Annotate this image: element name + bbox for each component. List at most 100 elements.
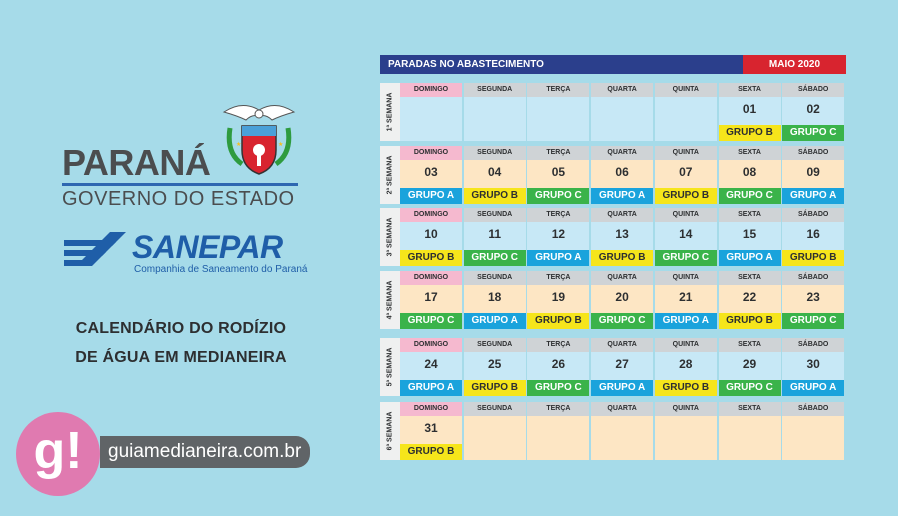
- day-name: SEXTA: [718, 338, 781, 352]
- calendar-day: QUARTA 06 GRUPO A: [591, 146, 654, 204]
- week-label-text: 6ª SEMANA: [386, 411, 394, 451]
- parana-coat-of-arms-icon: ★ ★: [222, 105, 296, 175]
- group-badge: GRUPO B: [654, 380, 717, 396]
- group-badge: GRUPO B: [527, 313, 590, 329]
- week-label-text: 1ª SEMANA: [386, 92, 394, 132]
- day-cell: 16 GRUPO B: [782, 222, 845, 266]
- week-label: 4ª SEMANA: [380, 271, 400, 329]
- group-badge: GRUPO B: [718, 313, 781, 329]
- day-name: SEGUNDA: [463, 146, 526, 160]
- page-title-line-1: CALENDÁRIO DO RODÍZIO: [75, 320, 287, 337]
- calendar-month: MAIO 2020: [743, 55, 846, 74]
- day-name: QUARTA: [591, 338, 654, 352]
- week-label: 2ª SEMANA: [380, 146, 400, 204]
- calendar-day: TERÇA: [527, 402, 590, 460]
- day-name: QUINTA: [654, 402, 717, 416]
- calendar-day: QUINTA: [654, 402, 717, 460]
- day-cell: 13 GRUPO B: [591, 222, 654, 266]
- day-number: 08: [742, 165, 757, 179]
- day-number: 07: [679, 165, 693, 179]
- group-badge: GRUPO C: [591, 313, 654, 329]
- day-number: 14: [679, 227, 693, 241]
- day-number: 26: [551, 357, 566, 371]
- day-name: QUARTA: [591, 146, 654, 160]
- calendar-day: SÁBADO 16 GRUPO B: [782, 208, 845, 266]
- day-cell: 30 GRUPO A: [782, 352, 845, 396]
- day-number: 03: [424, 165, 438, 179]
- page-title: CALENDÁRIO DO RODÍZIO DE ÁGUA EM MEDIANE…: [52, 314, 310, 372]
- day-name: DOMINGO: [400, 338, 462, 352]
- calendar-day: SEGUNDA 11 GRUPO C: [463, 208, 526, 266]
- day-number: 29: [742, 357, 757, 371]
- page-title-line-2: DE ÁGUA EM MEDIANEIRA: [75, 349, 287, 366]
- day-name: QUARTA: [591, 83, 654, 97]
- day-number: 30: [806, 357, 820, 371]
- day-number: 27: [615, 357, 629, 371]
- group-badge: GRUPO B: [782, 250, 845, 266]
- calendar-day: DOMINGO: [400, 83, 462, 141]
- day-cell: [527, 416, 590, 460]
- day-name: SÁBADO: [782, 83, 845, 97]
- day-cell: 05 GRUPO C: [527, 160, 590, 204]
- calendar-week: 4ª SEMANA DOMINGO 17 GRUPO C SEGUNDA 18 GRUPO …: [380, 271, 846, 329]
- day-cell: 12 GRUPO A: [527, 222, 590, 266]
- state-subtitle: GOVERNO DO ESTADO: [62, 188, 295, 210]
- calendar-day: SEGUNDA 04 GRUPO B: [463, 146, 526, 204]
- day-cell: [654, 97, 717, 141]
- group-badge: GRUPO B: [463, 380, 526, 396]
- calendar-day: DOMINGO 31 GRUPO B: [400, 402, 462, 460]
- svg-text:★: ★: [236, 141, 241, 148]
- day-number: 22: [742, 290, 757, 304]
- state-divider: [62, 183, 298, 186]
- company-name: SANEPAR: [132, 229, 283, 265]
- group-badge: GRUPO C: [527, 188, 590, 204]
- day-cell: [782, 416, 845, 460]
- day-name: SEXTA: [718, 146, 781, 160]
- day-cell: [654, 416, 717, 460]
- day-cell: 25 GRUPO B: [463, 352, 526, 396]
- calendar-day: QUINTA 14 GRUPO C: [654, 208, 717, 266]
- calendar-day: TERÇA: [527, 83, 590, 141]
- day-cell: 26 GRUPO C: [527, 352, 590, 396]
- day-cell: 08 GRUPO C: [718, 160, 781, 204]
- day-number: 31: [424, 421, 438, 435]
- day-name: QUINTA: [654, 271, 717, 285]
- day-number: 01: [742, 102, 757, 116]
- day-cell: [463, 416, 526, 460]
- day-cell: 31 GRUPO B: [400, 416, 462, 460]
- day-cell: [718, 416, 781, 460]
- day-cell: 11 GRUPO C: [463, 222, 526, 266]
- calendar-day: QUARTA 20 GRUPO C: [591, 271, 654, 329]
- group-badge: GRUPO C: [654, 250, 717, 266]
- day-number: 02: [806, 102, 820, 116]
- group-badge: GRUPO B: [400, 444, 462, 460]
- group-badge: GRUPO A: [591, 380, 654, 396]
- calendar-day: SEXTA: [718, 402, 781, 460]
- day-name: SEXTA: [718, 402, 781, 416]
- calendar-day: SEGUNDA 18 GRUPO A: [463, 271, 526, 329]
- week-label: 6ª SEMANA: [380, 402, 400, 460]
- day-cell: 14 GRUPO C: [654, 222, 717, 266]
- group-badge: GRUPO B: [591, 250, 654, 266]
- group-badge: GRUPO C: [782, 313, 845, 329]
- day-cell: [527, 97, 590, 141]
- day-number: 09: [806, 165, 820, 179]
- day-name: SEGUNDA: [463, 402, 526, 416]
- day-cell: [463, 97, 526, 141]
- day-name: SEGUNDA: [463, 271, 526, 285]
- day-cell: 15 GRUPO A: [718, 222, 781, 266]
- day-cell: 20 GRUPO C: [591, 285, 654, 329]
- group-badge: GRUPO B: [463, 188, 526, 204]
- calendar-week: 5ª SEMANA DOMINGO 24 GRUPO A SEGUNDA 25 GRUPO …: [380, 338, 846, 396]
- calendar-day: SÁBADO 30 GRUPO A: [782, 338, 845, 396]
- site-logo-icon: g!: [16, 412, 100, 496]
- day-name: SEGUNDA: [463, 208, 526, 222]
- calendar-week: 2ª SEMANA DOMINGO 03 GRUPO A SEGUNDA 04 GRUPO …: [380, 146, 846, 204]
- state-name: PARANÁ: [62, 142, 211, 183]
- week-label: 3ª SEMANA: [380, 208, 400, 266]
- calendar-day: TERÇA 12 GRUPO A: [527, 208, 590, 266]
- calendar-day: SEGUNDA: [463, 402, 526, 460]
- calendar-day: SÁBADO 09 GRUPO A: [782, 146, 845, 204]
- calendar-day: QUINTA 28 GRUPO B: [654, 338, 717, 396]
- site-url[interactable]: guiamedianeira.com.br: [100, 436, 310, 468]
